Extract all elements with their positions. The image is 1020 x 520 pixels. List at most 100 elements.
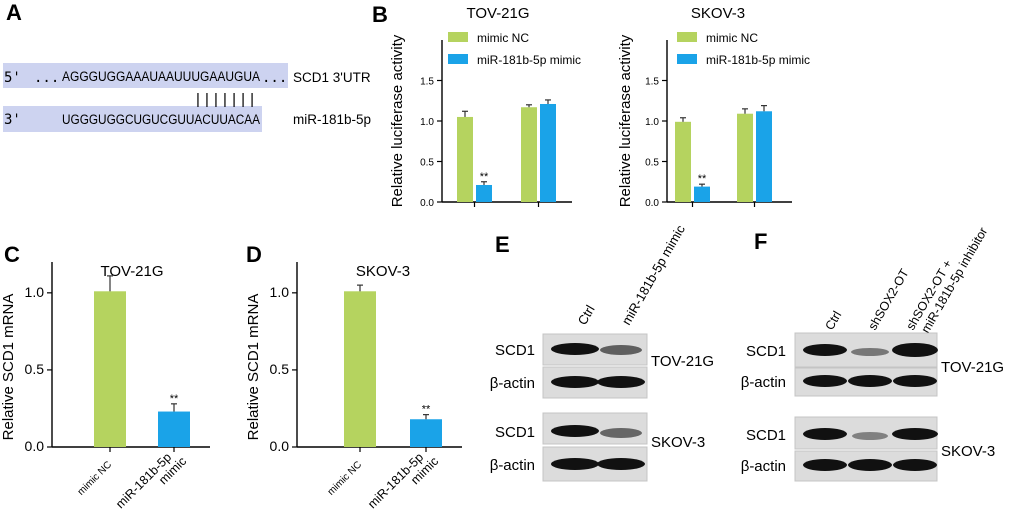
panel-e-tov-scd1-band-ctrl xyxy=(551,343,599,355)
panel-e-tov-scd1-label: SCD1 xyxy=(495,342,535,359)
panel-e-tov-actin-band-ctrl xyxy=(551,376,599,388)
chart-b1-ytick-label: 1.5 xyxy=(420,77,434,88)
chart-c-ytick-label: 0.0 xyxy=(25,438,45,454)
chart-b1: 0.0 0.5 1.0 1.5 TOV-21G Relative luciferase a… xyxy=(389,5,581,209)
panel-label-e: E xyxy=(495,232,510,257)
panel-label-f: F xyxy=(754,229,767,254)
panel-e-skov-actin-band-mimic xyxy=(597,458,645,470)
chart-d-category-label: mimic NC xyxy=(326,459,364,497)
chart-b2-sig-label: ** xyxy=(698,173,707,185)
utr-sequence: AGGGUGGAAAUAAUUUGAAUGUA xyxy=(62,69,260,84)
chart-c-bar xyxy=(94,291,126,447)
chart-b1-ytick-label: 0.0 xyxy=(420,198,434,209)
chart-d-ytick-label: 0.5 xyxy=(270,361,290,377)
panel-e-skov-scd1-label: SCD1 xyxy=(495,424,535,441)
chart-b1-bar xyxy=(540,103,556,202)
panel-f-skov-actin-band-ctrl xyxy=(803,459,847,471)
panel-f-skov-actin-label: β-actin xyxy=(741,458,786,475)
panel-f-skov-scd1-band-ctrl xyxy=(803,428,847,440)
panel-f-tov-scd1-band-combo xyxy=(892,343,938,357)
chart-b2-ytick-label: 0.0 xyxy=(645,198,659,209)
panel-f-tov-actin-band-sh xyxy=(848,375,892,387)
panel-e-skov-cellline: SKOV-3 xyxy=(651,434,705,451)
panel-f-skov-cellline: SKOV-3 xyxy=(941,443,995,460)
chart-b2-bar xyxy=(756,111,772,202)
chart-b1-ytick-label: 1.0 xyxy=(420,117,434,128)
panel-f-western-blot: Ctrl shSOX2-OT shSOX2-OT + miR-181b-5p i… xyxy=(741,225,1004,482)
chart-b2-ylabel: Relative luciferase activity xyxy=(617,34,634,207)
utr-leading-dots: ... xyxy=(34,70,59,86)
chart-b2-title: SKOV-3 xyxy=(691,5,745,22)
chart-d-ytick-label: 0.0 xyxy=(270,438,290,454)
panel-e-western-blot: Ctrl miR-181b-5p mimic SCD1 β-actin TOV-… xyxy=(490,222,714,482)
panel-f-tov-scd1-band-sh xyxy=(851,348,889,356)
chart-b2-legend-label: mimic NC xyxy=(706,31,758,45)
panel-f-skov-scd1-label: SCD1 xyxy=(746,427,786,444)
chart-b1-ylabel: Relative luciferase activity xyxy=(389,34,406,207)
panel-label-c: C xyxy=(4,242,20,267)
mir-label: miR-181b-5p xyxy=(293,112,371,127)
chart-b1-sig-label: ** xyxy=(480,171,489,183)
panel-label-b: B xyxy=(372,2,388,27)
chart-b2-legend-label: miR-181b-5p mimic xyxy=(706,53,810,67)
chart-b2-bar xyxy=(737,113,753,202)
chart-d-ylabel: Relative SCD1 mRNA xyxy=(245,294,262,441)
chart-c: 0.0 0.5 1.0 TOV-21G Relative SCD1 mRNA mimic … xyxy=(0,262,210,511)
chart-b1-title: TOV-21G xyxy=(466,5,529,22)
utr-label: SCD1 3'UTR xyxy=(293,70,371,85)
panel-f-tov-scd1-band-ctrl xyxy=(803,344,847,356)
base-pairing-marks: ||||||| xyxy=(196,91,254,108)
panel-label-a: A xyxy=(6,0,22,25)
chart-c-ylabel: Relative SCD1 mRNA xyxy=(0,294,17,441)
chart-b1-bar xyxy=(457,116,473,202)
panel-e-tov-scd1-band-mimic xyxy=(600,345,642,355)
chart-b2-legend-swatch xyxy=(677,54,697,64)
chart-d-sig-label: ** xyxy=(422,404,431,416)
panel-f-skov-scd1-band-sh xyxy=(852,432,888,440)
chart-c-bar xyxy=(158,411,190,447)
panel-f-lane-ctrl: Ctrl xyxy=(822,309,844,333)
chart-d: 0.0 0.5 1.0 SKOV-3 Relative SCD1 mRNA mimic N… xyxy=(245,262,462,511)
utr-trailing-dots: ... xyxy=(262,70,287,86)
chart-b1-bar xyxy=(476,184,492,202)
panel-f-tov-actin-band-combo xyxy=(893,375,937,387)
panel-e-skov-scd1-band-ctrl xyxy=(551,425,599,437)
panel-f-skov-actin-band-combo xyxy=(893,459,937,471)
chart-b1-legend-label: miR-181b-5p mimic xyxy=(477,53,581,67)
panel-a-sequence-alignment: 5' ... AGGGUGGAAAUAAUUUGAAUGUA ... SCD1 … xyxy=(3,63,371,132)
chart-b1-legend-swatch xyxy=(448,32,468,42)
chart-c-sig-label: ** xyxy=(170,393,179,405)
panel-f-tov-actin-band-ctrl xyxy=(803,375,847,387)
panel-f-tov-actin-label: β-actin xyxy=(741,374,786,391)
panel-f-tov-scd1-label: SCD1 xyxy=(746,343,786,360)
chart-d-ytick-label: 1.0 xyxy=(270,284,290,300)
chart-b2-bar xyxy=(675,121,691,202)
chart-b2: 0.0 0.5 1.0 1.5 SKOV-3 Relative luciferase ac… xyxy=(617,5,810,209)
chart-b1-bar xyxy=(521,107,537,202)
utr-5prime: 5' xyxy=(4,70,21,86)
panel-e-tov-actin-band-mimic xyxy=(597,376,645,388)
panel-e-lane-ctrl: Ctrl xyxy=(575,302,598,327)
chart-b2-ytick-label: 0.5 xyxy=(645,158,659,169)
panel-e-skov-actin-band-ctrl xyxy=(551,458,599,470)
chart-b2-legend-swatch xyxy=(677,32,697,42)
panel-e-tov-cellline: TOV-21G xyxy=(651,353,714,370)
chart-b2-ytick-label: 1.0 xyxy=(645,117,659,128)
panel-e-lane-mimic: miR-181b-5p mimic xyxy=(619,222,689,328)
mir-highlight-band xyxy=(3,106,288,132)
mir-highlight-gap xyxy=(262,106,288,132)
utr-highlight-band xyxy=(3,63,288,88)
panel-e-skov-scd1-band-mimic xyxy=(600,428,642,438)
mir-3prime: 3' xyxy=(4,112,21,128)
chart-d-title: SKOV-3 xyxy=(356,263,410,280)
chart-b1-legend-swatch xyxy=(448,54,468,64)
chart-d-bar xyxy=(410,419,442,447)
panel-e-skov-actin-label: β-actin xyxy=(490,457,535,474)
chart-c-ytick-label: 0.5 xyxy=(25,361,45,377)
chart-d-bar xyxy=(344,291,376,447)
chart-c-title: TOV-21G xyxy=(100,263,163,280)
chart-b1-legend-label: mimic NC xyxy=(477,31,529,45)
chart-b2-ytick-label: 1.5 xyxy=(645,77,659,88)
mir-sequence: UGGGUGGCUGUCGUUACUUACAA xyxy=(62,112,260,127)
